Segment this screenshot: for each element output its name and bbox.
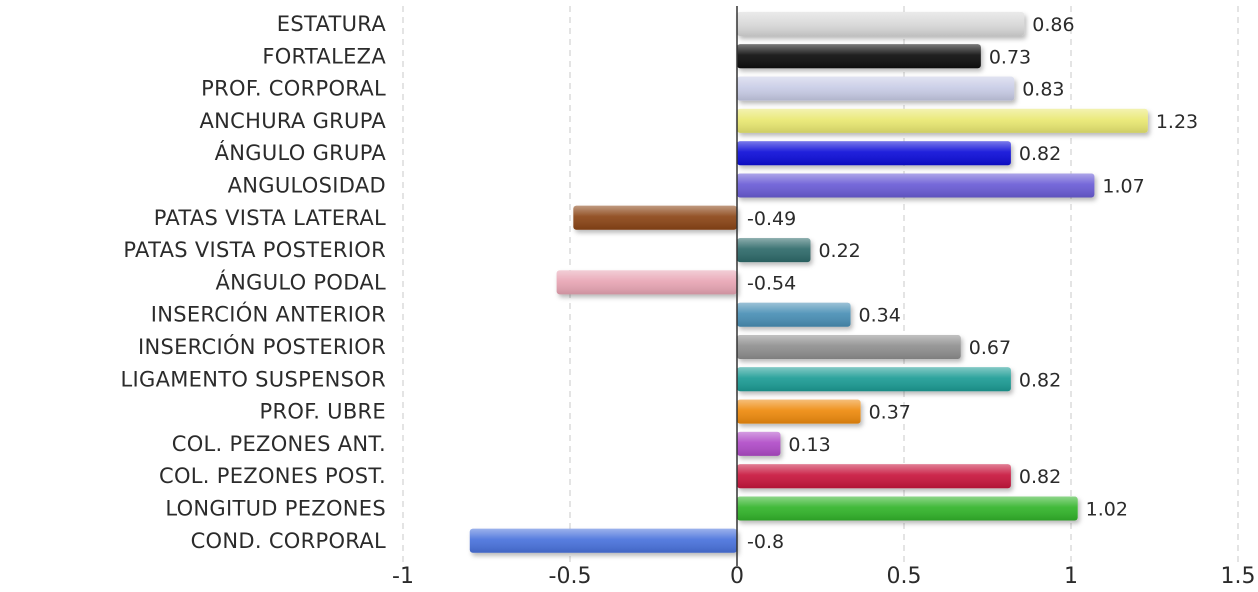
bar-anchura-grupa (737, 108, 1148, 133)
category-label-insercion-posterior: INSERCIÓN POSTERIOR (138, 334, 386, 359)
value-label-prof-corporal: 0.83 (1022, 79, 1064, 101)
value-label-insercion-anterior: 0.34 (859, 305, 901, 327)
category-label-ligamento-suspensor: LIGAMENTO SUSPENSOR (121, 367, 386, 391)
bar-longitud-pezones (737, 496, 1078, 521)
category-label-col-pezones-post: COL. PEZONES POST. (159, 464, 386, 488)
bar-patas-vista-lateral (573, 205, 737, 230)
category-label-insercion-anterior: INSERCIÓN ANTERIOR (151, 302, 386, 327)
bar-sheen (737, 173, 1095, 198)
bar-sheen (737, 335, 961, 359)
bar-ligamento-suspensor (737, 367, 1011, 392)
bar-sheen (737, 44, 981, 69)
bar-prof-corporal (737, 76, 1015, 101)
bar-insercion-posterior (737, 335, 961, 359)
value-label-patas-vista-lateral: -0.49 (747, 208, 796, 230)
category-label-prof-ubre: PROF. UBRE (260, 400, 386, 424)
category-label-angulo-grupa: ÁNGULO GRUPA (215, 140, 387, 165)
bar-sheen (737, 238, 811, 263)
category-label-longitud-pezones: LONGITUD PEZONES (165, 497, 386, 521)
bar-patas-vista-posterior (737, 238, 811, 263)
bar-estatura (737, 12, 1025, 36)
value-label-angulosidad: 1.07 (1102, 176, 1144, 198)
bar-sheen (737, 367, 1011, 392)
bar-sheen (556, 270, 737, 295)
bar-sheen (737, 76, 1015, 101)
bar-sheen (737, 12, 1025, 36)
category-labels: ESTATURA FORTALEZA PROF. CORPORAL ANCHURA G… (121, 12, 387, 553)
bar-insercion-anterior (737, 302, 851, 327)
value-label-estatura: 0.86 (1032, 14, 1074, 36)
category-label-angulosidad: ANGULOSIDAD (228, 174, 386, 198)
category-label-col-pezones-ant: COL. PEZONES ANT. (172, 432, 386, 456)
x-tick-label: -0.5 (549, 564, 592, 587)
category-label-cond-corporal: COND. CORPORAL (191, 529, 386, 553)
x-tick-label: 1 (1064, 564, 1078, 587)
value-label-ligamento-suspensor: 0.82 (1019, 369, 1061, 391)
value-label-cond-corporal: -0.8 (747, 531, 784, 553)
value-label-patas-vista-posterior: 0.22 (818, 240, 860, 262)
category-label-estatura: ESTATURA (277, 12, 387, 36)
value-label-anchura-grupa: 1.23 (1156, 111, 1198, 133)
bars (469, 12, 1148, 553)
value-label-longitud-pezones: 1.02 (1086, 499, 1128, 521)
value-label-col-pezones-post: 0.82 (1019, 466, 1061, 488)
category-label-fortaleza: FORTALEZA (262, 44, 386, 68)
value-labels: 0.860.73 0.83 1.23 0.82 1.07 -0.49 0.22 -0.54 0.… (747, 14, 1198, 553)
value-label-fortaleza: 0.73 (989, 46, 1031, 68)
bar-sheen (737, 141, 1011, 166)
bar-prof-ubre (737, 399, 861, 424)
bar-sheen (737, 399, 861, 424)
bar-sheen (737, 302, 851, 327)
x-tick-label: 1.5 (1221, 564, 1256, 587)
category-label-angulo-podal: ÁNGULO PODAL (215, 269, 386, 294)
value-label-angulo-grupa: 0.82 (1019, 143, 1061, 165)
category-label-prof-corporal: PROF. CORPORAL (201, 77, 386, 101)
bar-angulo-podal (556, 270, 737, 295)
bar-cond-corporal (469, 528, 737, 553)
bar-col-pezones-post (737, 464, 1011, 489)
x-tick-label: 0 (730, 564, 744, 587)
bar-fortaleza (737, 44, 981, 69)
category-label-patas-vista-lateral: PATAS VISTA LATERAL (154, 206, 386, 230)
bar-sheen (737, 464, 1011, 489)
bar-sheen (737, 496, 1078, 521)
bar-angulosidad (737, 173, 1095, 198)
value-label-col-pezones-ant: 0.13 (788, 434, 830, 456)
bar-sheen (469, 528, 737, 553)
x-tick-labels: -1 -0.5 0 0.5 1 1.5 (392, 564, 1256, 589)
x-tick-label: -1 (392, 564, 414, 587)
value-label-insercion-posterior: 0.67 (969, 337, 1011, 359)
x-tick-label: 0.5 (887, 564, 922, 587)
bar-sheen (573, 205, 737, 230)
bar-sheen (737, 431, 781, 456)
bar-angulo-grupa (737, 141, 1011, 166)
value-label-angulo-podal: -0.54 (747, 272, 796, 294)
bar-col-pezones-ant (737, 431, 781, 456)
category-label-anchura-grupa: ANCHURA GRUPA (199, 109, 386, 133)
value-label-prof-ubre: 0.37 (869, 402, 911, 424)
bar-sheen (737, 108, 1148, 133)
category-label-patas-vista-posterior: PATAS VISTA POSTERIOR (123, 238, 386, 262)
